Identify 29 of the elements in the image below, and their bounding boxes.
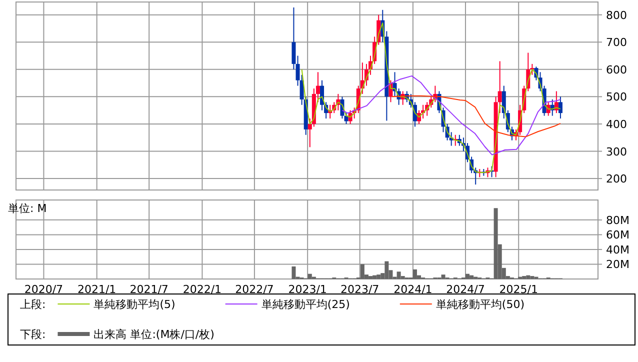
y-tick-label: 600 — [606, 63, 627, 76]
y-tick-label: 20M — [606, 258, 630, 272]
annotation: 単位: M — [8, 202, 47, 215]
legend-label: 出来高 単位:(M株/口/枚) — [94, 328, 214, 341]
legend-title: 上段: — [20, 298, 46, 311]
legend-label: 単純移動平均(5) — [94, 298, 176, 311]
legend-label: 単純移動平均(50) — [436, 298, 524, 311]
y-tick-label: 500 — [606, 90, 627, 104]
y-tick-label: 60M — [606, 228, 630, 242]
x-tick-label: 2020/7 — [24, 283, 64, 296]
x-tick-label: 2022/7 — [235, 283, 274, 296]
legend: 下段: 出来高 単位:(M株/口/枚) — [20, 328, 214, 341]
y-tick-label: 800 — [606, 8, 627, 22]
y-tick-label: 400 — [606, 118, 627, 131]
legend-label: 単純移動平均(25) — [261, 298, 350, 311]
x-tick-label: 2021/7 — [130, 283, 168, 296]
x-tick-label: 2023/7 — [340, 283, 380, 296]
x-tick-label: 2025/1 — [499, 283, 538, 296]
x-tick-label: 2021/1 — [77, 283, 116, 296]
y-tick-label: 700 — [606, 36, 627, 50]
x-tick-label: 2024/1 — [394, 283, 432, 296]
y-tick-label: 40M — [606, 243, 630, 256]
x-tick-label: 2024/7 — [446, 283, 485, 296]
y-tick-label: 200 — [606, 172, 627, 186]
x-tick-label: 2022/1 — [182, 283, 222, 296]
y-tick-label: 300 — [606, 145, 627, 158]
legend-title: 下段: — [20, 328, 46, 341]
x-tick-label: 2023/1 — [288, 283, 327, 296]
y-tick-label: 80M — [606, 214, 630, 227]
